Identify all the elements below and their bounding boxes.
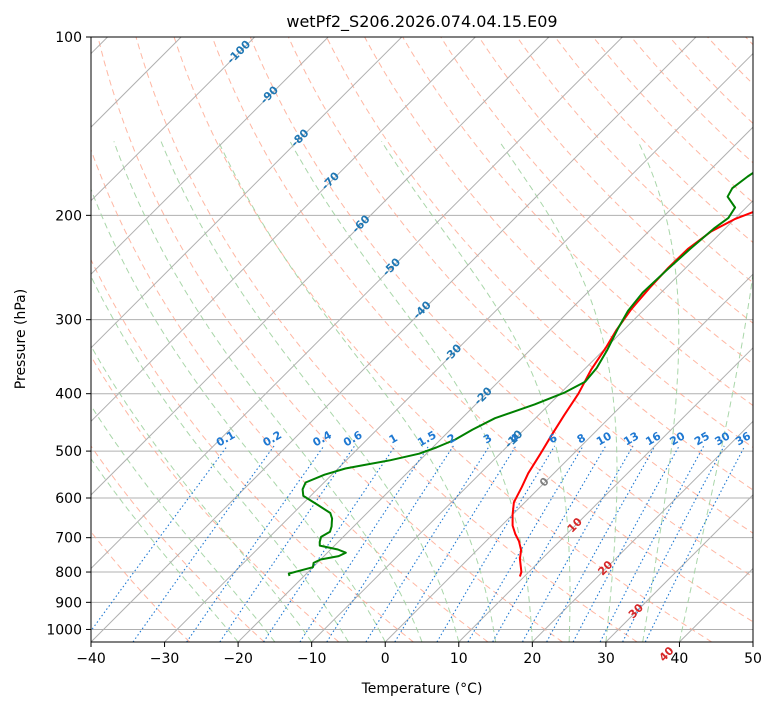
mixing-ratio-line <box>299 445 430 642</box>
moist-adiabat <box>637 141 680 642</box>
mixing-ratio-line <box>436 445 556 642</box>
dry-adiabat <box>91 355 340 642</box>
mixing-ratio-line <box>644 445 746 642</box>
isotherm <box>91 37 623 570</box>
isotherm <box>605 494 753 642</box>
y-tick-label: 300 <box>55 313 82 329</box>
isotherm <box>91 37 476 423</box>
isotherm <box>237 126 753 642</box>
y-axis-ticks: 100 200 300 400 500 600 700 800 900 1000 <box>46 30 91 638</box>
moist-adiabat <box>217 141 497 642</box>
dewpoint-line <box>287 171 753 577</box>
x-axis-label: Temperature (°C) <box>361 681 483 697</box>
x-tick-label: 0 <box>381 651 390 667</box>
x-tick-label: −40 <box>76 651 106 667</box>
isotherm <box>458 347 753 642</box>
x-tick-label: −30 <box>150 651 180 667</box>
mixing-ratio-line <box>622 445 725 642</box>
mixing-ratio-line <box>467 445 584 642</box>
mixing-ratio-line <box>132 445 275 642</box>
isotherm <box>531 420 753 642</box>
y-tick-label: 900 <box>55 595 82 611</box>
y-tick-label: 700 <box>55 531 82 547</box>
x-tick-label: 30 <box>597 651 615 667</box>
y-axis-label: Pressure (hPa) <box>13 289 29 389</box>
dry-adiabat <box>326 37 753 491</box>
mixing-ratio-line <box>365 445 490 642</box>
x-tick-label: −10 <box>297 651 327 667</box>
isotherm <box>311 199 753 642</box>
mixing-ratio-line <box>186 445 325 642</box>
y-tick-label: 800 <box>55 565 82 581</box>
dry-adiabat <box>211 37 753 623</box>
isotherm <box>91 37 256 202</box>
x-tick-label: 50 <box>744 651 762 667</box>
dry-adiabat <box>287 37 753 534</box>
mixing-ratio-line <box>263 445 396 642</box>
dry-adiabat <box>91 445 265 642</box>
mixing-ratio-line <box>219 445 356 642</box>
moist-adiabat <box>91 404 276 642</box>
mixing-ratio-line <box>546 445 656 642</box>
moist-adiabat <box>91 188 386 642</box>
moist-adiabat <box>91 275 349 642</box>
mixing-ratio-line <box>522 445 634 642</box>
dry-adiabat <box>173 37 713 642</box>
y-tick-label: 1000 <box>46 622 82 638</box>
plot-frame <box>90 36 754 643</box>
moist-adiabat <box>678 270 753 642</box>
moist-adiabat <box>160 141 460 642</box>
thermo-overlays <box>91 37 753 642</box>
isotherm <box>91 37 329 275</box>
moist-adiabat <box>381 141 571 642</box>
mixing-ratio-line <box>394 445 517 642</box>
isotherm <box>164 52 753 642</box>
temperature-line <box>511 211 753 577</box>
y-tick-label: 600 <box>55 491 82 507</box>
isotherm <box>91 37 697 642</box>
dry-adiabat <box>135 37 638 642</box>
y-tick-label: 500 <box>55 444 82 460</box>
x-tick-label: −20 <box>223 651 253 667</box>
x-tick-label: 20 <box>523 651 541 667</box>
moist-adiabat <box>498 141 618 642</box>
x-axis-ticks: −40 −30 −20 −10 0 10 20 30 40 50 <box>76 642 762 667</box>
moist-adiabat <box>289 141 533 642</box>
x-tick-label: 10 <box>450 651 468 667</box>
y-tick-label: 100 <box>55 30 82 46</box>
dry-adiabat <box>249 37 753 578</box>
y-tick-label: 400 <box>55 387 82 403</box>
isotherm <box>91 37 403 349</box>
dry-adiabat <box>91 258 414 642</box>
mixing-ratio-line <box>326 445 454 642</box>
dry-adiabat <box>97 37 563 642</box>
isotherm <box>91 37 550 496</box>
chart-title: wetPf2_S206.2026.074.04.15.E09 <box>286 12 557 32</box>
moist-adiabat <box>91 345 313 642</box>
x-tick-label: 40 <box>671 651 689 667</box>
y-tick-label: 200 <box>55 208 82 224</box>
isotherm <box>384 273 753 642</box>
sounding-series <box>287 171 753 577</box>
moist-adiabat <box>113 141 423 642</box>
